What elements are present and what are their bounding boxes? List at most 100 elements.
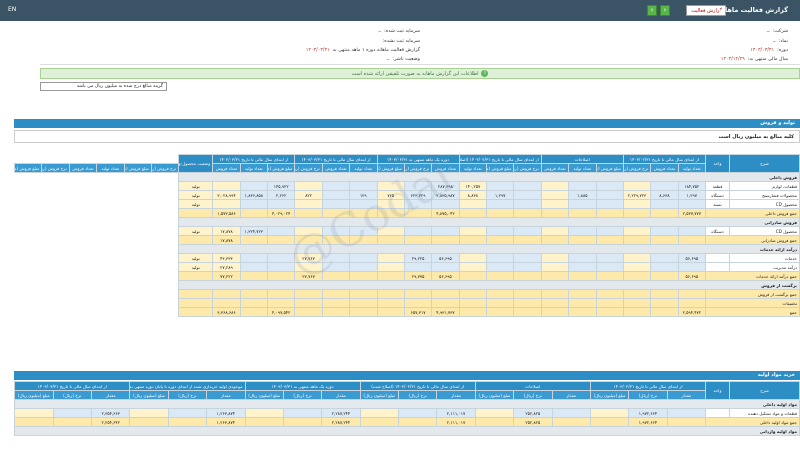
table-cell bbox=[568, 208, 597, 218]
column-subheader: مبلغ فروش (میلیون ریال) bbox=[485, 163, 515, 173]
table-cell bbox=[513, 289, 542, 299]
column-subheader: تعداد فروش bbox=[68, 163, 98, 173]
table-cell bbox=[431, 199, 460, 209]
table-cell bbox=[568, 226, 597, 236]
table-row: محصول CD بسته تولید bbox=[15, 199, 800, 209]
table-cell bbox=[239, 181, 269, 191]
table-cell bbox=[403, 235, 433, 245]
column-subheader: نرخ (ریال) bbox=[397, 390, 438, 400]
table-cell: ۴,۹۳۱,۷۳۷ bbox=[431, 307, 460, 317]
total-row: جمع برگشت از فروش bbox=[15, 289, 800, 299]
table-cell bbox=[513, 199, 542, 209]
column-subheader: تعداد تولید bbox=[458, 163, 488, 173]
table-cell bbox=[349, 307, 378, 317]
table-cell: ۴,۰۲۹,۰۲۴ bbox=[266, 208, 296, 218]
table-cell bbox=[458, 271, 488, 281]
table-cell bbox=[595, 262, 624, 272]
column-subheader: تعداد فروش bbox=[650, 163, 679, 173]
table-cell bbox=[52, 417, 93, 427]
table-header-row: شرح واحد از ابتدای سال مالی تا تاریخ ۱۴۰۳/… bbox=[15, 154, 800, 173]
table-cell bbox=[622, 298, 652, 308]
table-cell bbox=[474, 417, 515, 427]
table-cell bbox=[266, 262, 296, 272]
column-subheader: نرخ (ریال) bbox=[52, 390, 93, 400]
table-cell bbox=[266, 199, 296, 209]
column-header: واحد bbox=[705, 154, 730, 173]
table-cell bbox=[321, 208, 351, 218]
table-cell bbox=[321, 298, 351, 308]
table-cell bbox=[239, 271, 269, 281]
total-row: جمع فروش صادراتی ۱۷,۸۷۸ bbox=[15, 235, 800, 245]
column-subheader: نرخ (ریال) bbox=[628, 390, 668, 400]
table-cell bbox=[485, 199, 515, 209]
table-cell bbox=[403, 298, 433, 308]
column-header: از ابتدای سال مالی تا تاریخ ۱۴۰۳/۰۳/۳۱ bbox=[13, 381, 131, 391]
report-type-select[interactable]: گزارش فعالیت bbox=[686, 5, 726, 16]
table-cell: ۲,۵۳۷,۷۷۷ bbox=[677, 208, 707, 218]
next-report-button[interactable]: ‹ bbox=[647, 5, 657, 16]
table-cell: ۲۷,۲۸۹ bbox=[212, 262, 241, 272]
table-cell bbox=[595, 226, 624, 236]
column-header: دوره یک ماهه منتهی به ۱۴۰۳/۰۳/۳۱ bbox=[244, 381, 361, 391]
status-cell bbox=[178, 235, 214, 245]
table-cell bbox=[540, 181, 570, 191]
table-cell bbox=[212, 181, 241, 191]
table-cell bbox=[244, 408, 284, 418]
column-subheader: مبلغ (میلیون ریال) bbox=[244, 390, 284, 400]
table-cell bbox=[513, 190, 542, 200]
status-cell: تولید bbox=[178, 199, 214, 209]
table-cell bbox=[321, 253, 351, 263]
table-cell: ۶۵۷,۳۱۷ bbox=[403, 307, 433, 317]
table-cell bbox=[485, 181, 515, 191]
table-cell: ۱,۳۲۴,۷۲۳ bbox=[239, 226, 269, 236]
column-subheader: تعداد فروش bbox=[212, 163, 241, 173]
table-cell bbox=[349, 298, 378, 308]
table-cell bbox=[321, 235, 351, 245]
table-cell: ۲,۸۳۵,۹۸۷ bbox=[431, 190, 460, 200]
group-row: برگشت از فروش bbox=[15, 280, 800, 290]
table-cell bbox=[458, 199, 488, 209]
table-cell bbox=[294, 298, 323, 308]
group-label: درآمد ارائه خدمات bbox=[178, 244, 800, 254]
table-cell: ۸۲۲ bbox=[294, 190, 323, 200]
prev-report-button[interactable]: › bbox=[660, 5, 670, 16]
table-cell bbox=[321, 181, 351, 191]
table-cell bbox=[458, 226, 488, 236]
table-cell bbox=[376, 235, 405, 245]
table-cell: ۱۴۰,۲۵۷ bbox=[458, 181, 488, 191]
table-cell bbox=[677, 226, 707, 236]
table-cell bbox=[376, 226, 405, 236]
table-cell bbox=[568, 199, 597, 209]
table-cell bbox=[212, 298, 241, 308]
table-cell bbox=[622, 235, 652, 245]
table-cell bbox=[266, 289, 296, 299]
column-subheader: تعداد فروش bbox=[540, 163, 570, 173]
column-subheader: مقدار bbox=[206, 390, 246, 400]
group-row: درآمد ارائه خدمات bbox=[15, 244, 800, 254]
row-label: قطعات و مواد تشکیل دهنده bbox=[729, 408, 800, 418]
row-unit bbox=[705, 253, 730, 263]
table-cell bbox=[321, 226, 351, 236]
table-cell bbox=[349, 235, 378, 245]
table-cell bbox=[359, 417, 400, 427]
table-cell bbox=[458, 253, 488, 263]
table-cell: ۲,۲۸۷,۲۴۴ bbox=[321, 417, 361, 427]
group-row: فروش صادراتی bbox=[15, 217, 800, 227]
row-unit: قطعه bbox=[705, 181, 730, 191]
table-cell bbox=[403, 208, 433, 218]
row-label: جمع فروش صادراتی bbox=[705, 235, 800, 245]
table-cell bbox=[458, 307, 488, 317]
column-subheader: مقدار bbox=[666, 390, 707, 400]
amount-unit-select[interactable]: گزینه مبالغ درج شده به میلیون ریال می با… bbox=[40, 82, 167, 91]
table-cell: ۵۶,۶۹۵ bbox=[677, 271, 707, 281]
table-cell: ۱۴۵,۹۲۲ bbox=[266, 181, 296, 191]
table-cell bbox=[540, 199, 570, 209]
table-cell bbox=[485, 298, 515, 308]
table-cell bbox=[403, 262, 433, 272]
column-header: وضعیت محصول-واحد bbox=[178, 154, 214, 173]
table-cell bbox=[513, 271, 542, 281]
language-toggle[interactable]: EN bbox=[8, 6, 17, 13]
table-cell: ۴,۸۷۵,۰۴۲ bbox=[431, 208, 460, 218]
table-cell bbox=[595, 235, 624, 245]
